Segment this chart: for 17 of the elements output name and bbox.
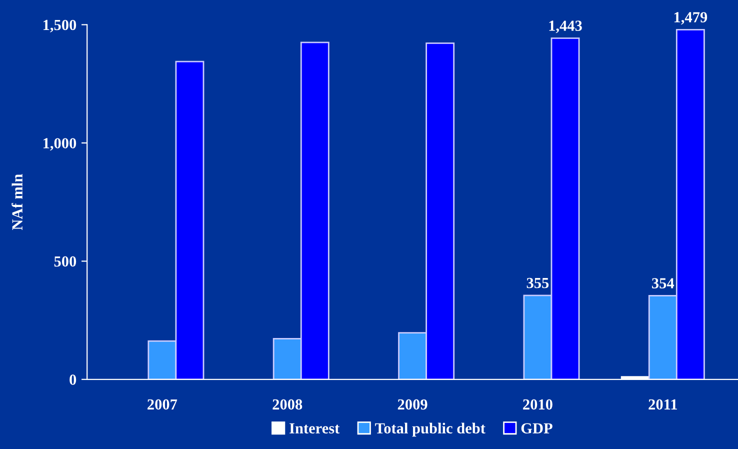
data-label: 354 bbox=[652, 278, 674, 288]
y-tick-label: 1,500 bbox=[44, 20, 76, 32]
legend-label: GDP bbox=[521, 423, 552, 434]
legend-label: Interest bbox=[290, 423, 340, 434]
x-tick-label: 2010 bbox=[523, 399, 552, 410]
data-label: 355 bbox=[526, 278, 549, 288]
y-tick-label: 500 bbox=[54, 256, 76, 267]
data-label: 1,479 bbox=[674, 12, 708, 25]
x-tick-label: 2011 bbox=[648, 399, 677, 410]
x-tick-label: 2009 bbox=[398, 399, 428, 410]
x-tick-label: 2008 bbox=[272, 399, 302, 410]
data-label: 1,443 bbox=[549, 20, 582, 34]
legend-label: Total public debt bbox=[375, 422, 486, 437]
x-tick-label: 2007 bbox=[148, 399, 178, 410]
y-axis-title: NAf mln bbox=[12, 174, 22, 230]
y-tick-label: 0 bbox=[70, 374, 76, 385]
y-tick-label: 1,000 bbox=[44, 138, 76, 151]
